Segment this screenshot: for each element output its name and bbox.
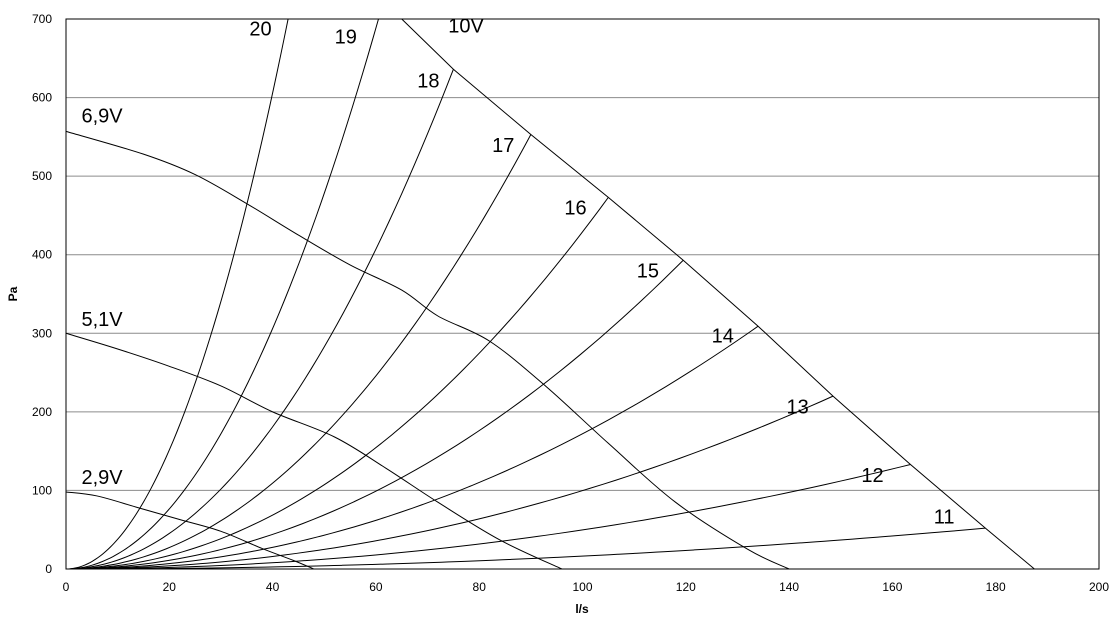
- system-curve-label: 11: [934, 506, 955, 528]
- curve-labels: 20 19 18 17 16 15 14 13 12 11 10V 6,9V 5,1V 2,9V: [81, 15, 954, 528]
- x-tick-label: 120: [676, 580, 696, 594]
- system-curve-label: 12: [861, 465, 883, 487]
- y-axis-title: Pa: [6, 286, 20, 301]
- system-curve-label: 14: [712, 326, 734, 348]
- x-tick-label: 80: [473, 580, 487, 594]
- system-curve-label: 15: [637, 261, 659, 283]
- curves: [65, 18, 1035, 570]
- y-tick-label: 300: [32, 326, 52, 340]
- fan-curve-2-9v: [65, 491, 315, 570]
- y-tick-label: 200: [32, 405, 52, 419]
- y-tick-label: 400: [32, 248, 52, 262]
- fan-curve-label: 5,1V: [81, 309, 123, 331]
- system-curve-label: 13: [787, 396, 809, 418]
- x-tick-label: 180: [986, 580, 1006, 594]
- x-tick-label: 40: [266, 580, 280, 594]
- system-curve-label: 16: [564, 198, 586, 220]
- system-curve-15: [65, 259, 684, 570]
- system-curve-12: [65, 464, 911, 570]
- system-curve-14: [65, 325, 759, 570]
- system-curve-label: 17: [492, 135, 514, 157]
- x-tick-label: 60: [369, 580, 383, 594]
- system-curve-label: 19: [335, 26, 357, 48]
- x-tick-label: 20: [163, 580, 177, 594]
- x-tick-label: 160: [882, 580, 902, 594]
- y-tick-label: 0: [45, 562, 52, 576]
- plot-frame: [65, 18, 1100, 570]
- x-tick-label: 200: [1089, 580, 1109, 594]
- gridlines: [66, 97, 1099, 491]
- x-tick-label: 140: [779, 580, 799, 594]
- system-curve-label: 18: [417, 70, 439, 92]
- system-curve-17: [65, 134, 532, 570]
- fan-curve-label: 10V: [448, 15, 484, 37]
- fan-curve-label: 6,9V: [81, 106, 123, 128]
- tick-labels: 0 100 200 300 400 500 600 700 0 20 40 60 80 100 120 140…: [32, 12, 1109, 594]
- system-curve-13: [65, 395, 834, 570]
- fan-curve-10v: [401, 18, 1035, 570]
- system-curve-label: 20: [249, 19, 271, 41]
- x-tick-label: 100: [572, 580, 592, 594]
- system-curve-18: [65, 69, 454, 570]
- system-curve-16: [65, 197, 609, 570]
- y-tick-label: 700: [32, 12, 52, 26]
- y-tick-label: 500: [32, 169, 52, 183]
- system-curve-20: [65, 18, 289, 570]
- fan-curve-label: 2,9V: [81, 467, 123, 489]
- x-axis-title: l/s: [575, 602, 589, 616]
- system-curve-19: [65, 18, 379, 570]
- y-tick-label: 600: [32, 91, 52, 105]
- y-tick-label: 100: [32, 483, 52, 497]
- fan-curve-5-1v: [65, 332, 563, 570]
- system-curve-11: [65, 527, 986, 570]
- fan-curve-6-9v: [65, 130, 790, 570]
- x-tick-label: 0: [63, 580, 70, 594]
